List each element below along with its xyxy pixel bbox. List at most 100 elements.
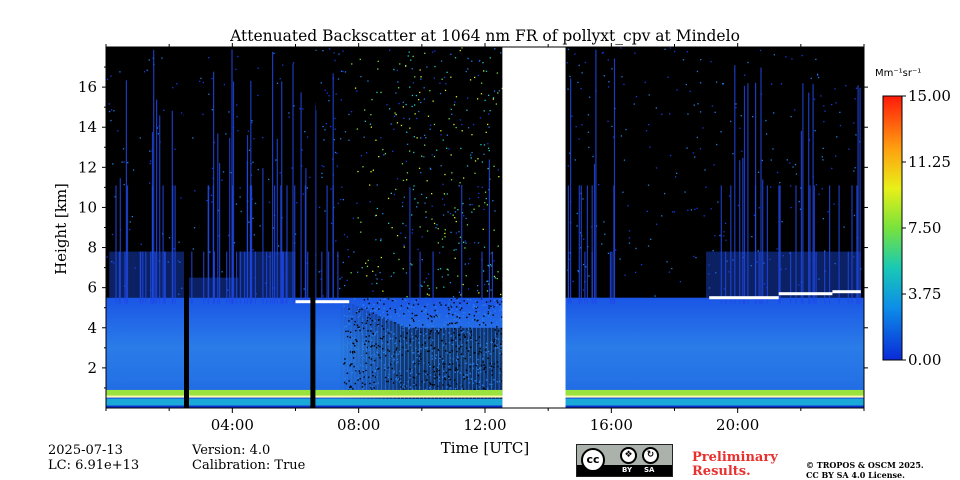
aerosol-speckle (449, 322, 451, 325)
aerosol-speckle (404, 337, 407, 339)
noise-dot (679, 281, 681, 283)
aerosol-speckle (476, 383, 478, 385)
lc-label: LC: 6.91e+13 (48, 458, 140, 473)
aerosol-speckle (363, 357, 365, 359)
aerosol-speckle (414, 300, 416, 303)
aerosol-speckle (401, 298, 404, 300)
aerosol-speckle (445, 371, 448, 374)
colorbar-tick-label: 3.75 (908, 285, 941, 303)
aerosol-speckle (431, 355, 433, 357)
aerosol-speckle (491, 369, 493, 372)
aerosol-speckle (445, 304, 447, 306)
noise-dot (792, 166, 794, 168)
aerosol-speckle (428, 337, 430, 339)
spike-line (142, 251, 144, 304)
aerosol-speckle (396, 374, 398, 377)
aerosol-speckle (478, 372, 480, 374)
noise-dot (382, 148, 384, 151)
aerosol-speckle (440, 304, 442, 306)
spike-line (809, 185, 811, 304)
aerosol-speckle (387, 298, 390, 300)
aerosol-speckle (376, 351, 378, 353)
noise-dot (481, 82, 483, 84)
noise-dot (845, 85, 847, 87)
spike-line (584, 251, 586, 304)
noise-dot (377, 60, 379, 62)
spike-line (126, 185, 129, 304)
noise-dot (342, 261, 344, 264)
spike-line (229, 137, 231, 304)
noise-dot (566, 62, 568, 64)
noise-dot (747, 61, 749, 64)
noise-dot (360, 221, 362, 223)
noise-dot (233, 242, 236, 244)
spike-line (824, 251, 826, 304)
noise-dot (465, 275, 467, 277)
aerosol-speckle (379, 337, 382, 339)
aerosol-speckle (385, 319, 387, 321)
aerosol-speckle (442, 384, 444, 386)
noise-dot (479, 59, 481, 62)
noise-dot (429, 167, 431, 169)
noise-dot (437, 268, 439, 271)
aerosol-speckle (436, 368, 438, 370)
aerosol-speckle (450, 387, 452, 389)
aerosol-speckle (347, 388, 350, 390)
noise-dot (769, 258, 771, 261)
aerosol-fade-column (427, 327, 431, 408)
aerosol-speckle (469, 366, 471, 368)
spike-line (174, 185, 176, 304)
aerosol-speckle (357, 379, 359, 381)
noise-dot (488, 113, 490, 115)
noise-dot (341, 186, 343, 188)
aerosol-speckle (368, 335, 370, 337)
aerosol-speckle (399, 307, 401, 310)
noise-dot (403, 196, 405, 198)
spike-line (747, 83, 749, 304)
aerosol-speckle (348, 361, 350, 364)
noise-dot (650, 238, 652, 240)
noise-dot (444, 232, 446, 235)
spike-line (159, 115, 161, 304)
noise-dot (477, 98, 479, 100)
aerosol-speckle (488, 307, 490, 309)
aerosol-fade-column (480, 327, 484, 408)
aerosol-speckle (448, 309, 450, 311)
aerosol-speckle (463, 334, 465, 336)
noise-dot (420, 284, 422, 286)
noise-dot (572, 280, 574, 282)
noise-dot (604, 233, 606, 235)
noise-dot (478, 292, 480, 294)
noise-dot (483, 144, 486, 146)
aerosol-speckle (413, 306, 415, 309)
noise-dot (427, 115, 430, 117)
noise-dot (323, 166, 325, 168)
aerosol-speckle (357, 316, 360, 318)
noise-dot (429, 128, 431, 130)
aerosol-speckle (490, 365, 493, 368)
noise-dot (325, 122, 327, 125)
aerosol-fade-column (408, 327, 412, 408)
aerosol-speckle (361, 322, 363, 324)
aerosol-speckle (433, 370, 435, 373)
aerosol-speckle (466, 302, 468, 305)
noise-dot (853, 170, 855, 172)
noise-dot (315, 49, 317, 51)
noise-dot (454, 257, 456, 259)
noise-dot (393, 68, 395, 71)
aerosol-speckle (350, 363, 352, 366)
noise-dot (714, 111, 716, 113)
noise-dot (163, 109, 165, 111)
aerosol-speckle (430, 344, 432, 347)
noise-dot (477, 158, 479, 160)
noise-dot (320, 270, 322, 272)
aerosol-speckle (490, 305, 492, 307)
aerosol-speckle (454, 322, 457, 324)
aerosol-speckle (478, 336, 481, 338)
noise-dot (416, 117, 418, 120)
chart-title: Attenuated Backscatter at 1064 nm FR of … (229, 27, 740, 45)
aerosol-speckle (480, 351, 482, 354)
cc-license-badge[interactable]: cc ❖ ↻ BY SA (576, 444, 673, 477)
aerosol-speckle (412, 361, 414, 364)
aerosol-speckle (457, 299, 459, 301)
